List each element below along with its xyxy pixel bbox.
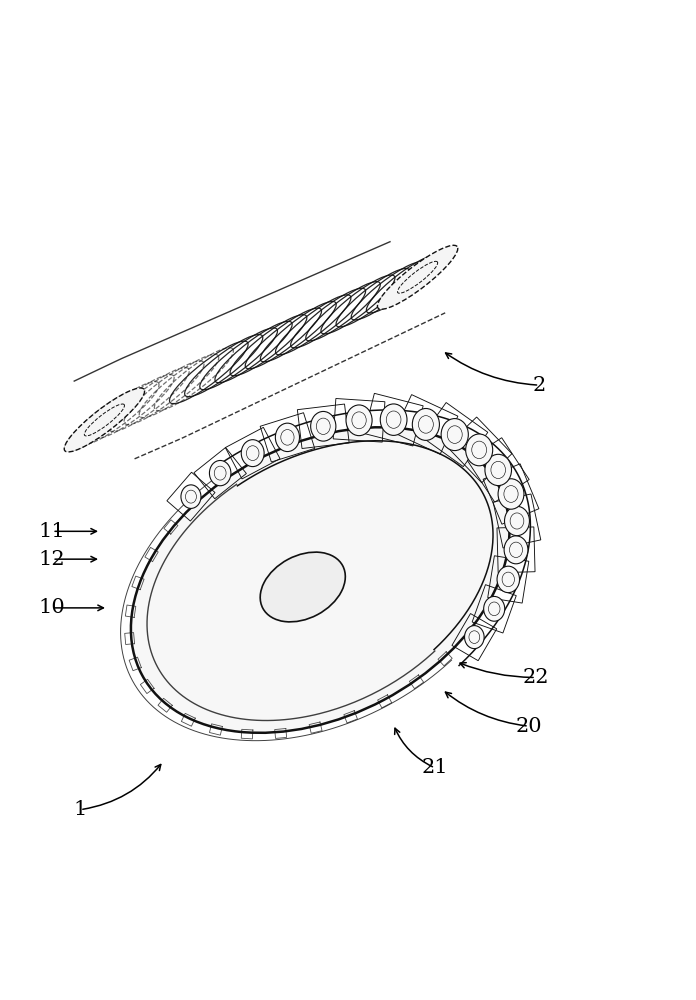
- Ellipse shape: [484, 596, 505, 621]
- Ellipse shape: [412, 408, 439, 440]
- Ellipse shape: [64, 388, 145, 452]
- Bar: [472, 585, 516, 633]
- Ellipse shape: [498, 479, 524, 509]
- Bar: [488, 556, 529, 603]
- Bar: [422, 403, 488, 467]
- Ellipse shape: [377, 245, 458, 309]
- Ellipse shape: [497, 566, 519, 593]
- Text: 20: 20: [516, 717, 542, 736]
- Ellipse shape: [131, 427, 509, 733]
- Ellipse shape: [441, 419, 468, 451]
- Ellipse shape: [346, 405, 372, 436]
- Bar: [226, 427, 280, 479]
- Ellipse shape: [504, 536, 528, 564]
- Ellipse shape: [485, 454, 512, 486]
- Bar: [467, 438, 529, 502]
- Bar: [483, 464, 539, 524]
- Bar: [364, 393, 423, 446]
- Bar: [446, 417, 512, 483]
- Ellipse shape: [310, 411, 336, 441]
- Ellipse shape: [380, 404, 407, 435]
- Text: 22: 22: [523, 668, 549, 687]
- Bar: [297, 404, 349, 449]
- Bar: [493, 494, 541, 548]
- Ellipse shape: [276, 423, 299, 452]
- Bar: [497, 527, 535, 573]
- Ellipse shape: [242, 440, 264, 467]
- Text: 11: 11: [39, 522, 65, 541]
- Bar: [333, 399, 385, 442]
- Text: 21: 21: [422, 758, 448, 777]
- Text: 10: 10: [39, 598, 65, 617]
- Bar: [452, 614, 497, 661]
- Bar: [167, 472, 215, 521]
- Ellipse shape: [209, 460, 231, 486]
- Ellipse shape: [466, 434, 493, 466]
- Text: 12: 12: [39, 550, 65, 569]
- Ellipse shape: [464, 626, 484, 649]
- Ellipse shape: [260, 552, 345, 622]
- Ellipse shape: [505, 506, 530, 536]
- Bar: [260, 413, 315, 462]
- Bar: [394, 395, 458, 454]
- Ellipse shape: [181, 485, 201, 508]
- Bar: [194, 447, 246, 499]
- Text: 1: 1: [73, 800, 87, 819]
- Text: 2: 2: [532, 376, 546, 395]
